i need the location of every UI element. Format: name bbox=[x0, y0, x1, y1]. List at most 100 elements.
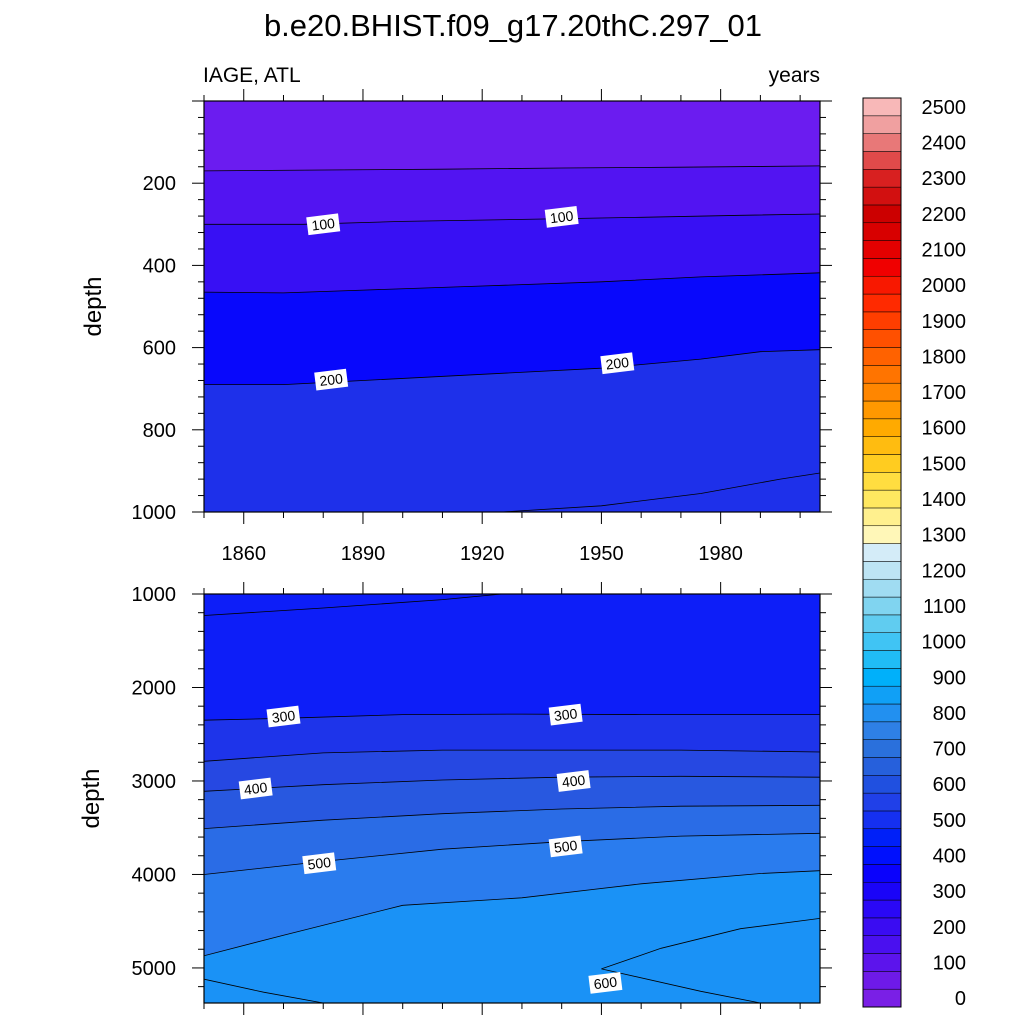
contour-line bbox=[601, 918, 820, 970]
colorbar-swatch bbox=[862, 739, 902, 758]
contour-label-box bbox=[306, 213, 341, 236]
colorbar-swatch bbox=[862, 454, 902, 473]
colorbar-swatch bbox=[862, 881, 902, 901]
contour-line bbox=[204, 775, 820, 792]
contour-label-box bbox=[548, 703, 583, 726]
colorbar-swatch bbox=[862, 329, 902, 348]
colorbar-swatch bbox=[862, 151, 902, 170]
colorbar-swatch bbox=[862, 472, 902, 491]
contour-label: 300 bbox=[266, 705, 301, 728]
contour-label-box bbox=[302, 852, 337, 875]
contour-line bbox=[204, 213, 820, 225]
colorbar-label: 1900 bbox=[922, 311, 967, 333]
fill-band bbox=[204, 101, 820, 171]
contour-label: 600 bbox=[588, 972, 623, 994]
colorbar-swatch bbox=[862, 828, 902, 847]
colorbar-swatch bbox=[862, 650, 902, 669]
fill-band bbox=[204, 594, 503, 616]
colorbar-label: 1600 bbox=[922, 418, 967, 440]
colorbar-label: 2300 bbox=[922, 168, 967, 190]
contour-line bbox=[601, 968, 761, 1003]
colorbar-swatch bbox=[862, 222, 902, 241]
colorbar-label: 1700 bbox=[922, 382, 967, 404]
colorbar-swatch bbox=[862, 507, 902, 527]
plot-area: 100 100 200 200 bbox=[204, 101, 820, 512]
contour-label: 300 bbox=[548, 703, 583, 726]
contour-label-box bbox=[314, 368, 349, 391]
contour-label-text: 200 bbox=[605, 354, 630, 373]
colorbar-swatch bbox=[862, 899, 902, 919]
colorbar-swatch bbox=[862, 204, 902, 224]
contour-label-text: 200 bbox=[319, 370, 344, 389]
colorbar-label: 800 bbox=[933, 703, 966, 725]
contour-label-text: 300 bbox=[271, 707, 296, 726]
colorbar-swatch bbox=[862, 703, 902, 723]
colorbar-swatch bbox=[862, 632, 902, 651]
figure-title: b.e20.BHIST.f09_g17.20thC.297_01 bbox=[264, 8, 762, 43]
contour-line bbox=[204, 165, 820, 172]
colorbar-swatch bbox=[862, 935, 902, 954]
colorbar-label: 1000 bbox=[922, 632, 967, 654]
colorbar-swatch bbox=[862, 668, 902, 687]
x-tick-label: 1980 bbox=[698, 543, 743, 565]
fill-band bbox=[204, 594, 820, 721]
colorbar-label: 1500 bbox=[922, 453, 967, 475]
y-tick-label: 5000 bbox=[132, 958, 177, 980]
colorbar-swatch bbox=[862, 917, 902, 936]
colorbar-swatch bbox=[862, 115, 902, 134]
contour-label-box bbox=[266, 705, 301, 728]
colorbar-swatch bbox=[862, 810, 902, 830]
colorbar-swatch bbox=[862, 685, 902, 705]
contour-label-text: 100 bbox=[549, 208, 574, 227]
x-tick-label: 1890 bbox=[341, 543, 386, 565]
colorbar-label: 2500 bbox=[922, 97, 967, 119]
colorbar-swatch bbox=[862, 169, 902, 188]
colorbar-swatch bbox=[862, 846, 902, 865]
contour-label: 400 bbox=[238, 777, 273, 800]
colorbar-label: 2100 bbox=[922, 240, 967, 262]
panel-top: IAGE, ATL years 100 100 200 200 1860 1890 1920… bbox=[80, 64, 832, 565]
colorbar-swatch bbox=[862, 258, 902, 277]
contour-label: 200 bbox=[314, 368, 349, 391]
contour-label-text: 400 bbox=[243, 779, 268, 798]
contour-label-text: 100 bbox=[311, 215, 336, 234]
contour-line bbox=[204, 870, 820, 957]
colorbar-swatch bbox=[862, 525, 902, 544]
colorbar-swatch bbox=[862, 971, 902, 990]
contour-label-box bbox=[544, 206, 579, 228]
y-tick-label: 800 bbox=[143, 420, 176, 442]
y-tick-label: 200 bbox=[143, 173, 176, 195]
colorbar-swatch bbox=[862, 382, 902, 402]
colorbar-frame bbox=[862, 97, 902, 1008]
colorbar-swatch bbox=[862, 97, 902, 117]
colorbar-swatch bbox=[862, 311, 902, 330]
y-tick-label: 1000 bbox=[132, 584, 177, 606]
y-tick-label: 400 bbox=[143, 255, 176, 277]
colorbar-label: 1100 bbox=[923, 596, 966, 618]
colorbar-label: 500 bbox=[933, 810, 966, 832]
x-tick-label: 1920 bbox=[460, 543, 505, 565]
x-tick-label: 1950 bbox=[579, 543, 624, 565]
colorbar-label: 1400 bbox=[922, 489, 967, 511]
contour-label-box bbox=[600, 352, 635, 375]
panel-bottom: 300 300 400 400 500 500 600 1000 2000 3000 4000 500… bbox=[78, 582, 832, 1015]
colorbar-swatch bbox=[862, 864, 902, 883]
plot-area: 300 300 400 400 500 500 600 bbox=[204, 594, 820, 1003]
colorbar-swatch bbox=[862, 293, 902, 313]
colorbar-label: 300 bbox=[933, 881, 966, 903]
contour-line bbox=[204, 978, 324, 1003]
contour-label-box bbox=[588, 972, 623, 994]
colorbar-label: 400 bbox=[933, 846, 966, 868]
contour-line bbox=[204, 272, 820, 294]
contour-label: 100 bbox=[544, 206, 579, 228]
colorbar-label: 900 bbox=[933, 667, 966, 689]
y-axis-label: depth bbox=[80, 276, 107, 336]
colorbar-swatch bbox=[862, 365, 902, 384]
contour-line bbox=[204, 349, 820, 386]
contour-label: 400 bbox=[556, 770, 591, 792]
colorbar-swatch bbox=[862, 596, 902, 616]
contour-label-text: 500 bbox=[553, 837, 578, 856]
colorbar-swatch bbox=[862, 721, 902, 740]
colorbar-swatch bbox=[862, 561, 902, 580]
